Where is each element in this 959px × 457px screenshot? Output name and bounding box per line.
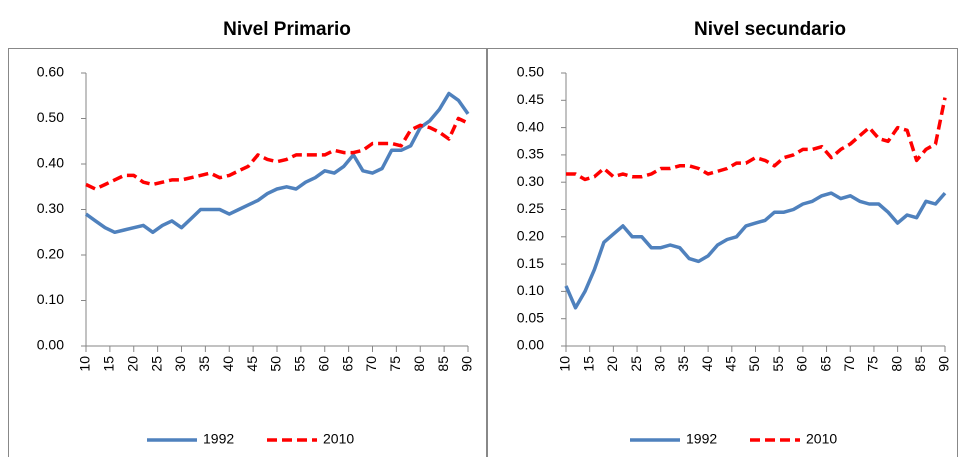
y-tick-label: 0.30 [37,200,64,216]
x-tick-label: 70 [363,356,379,372]
series-line [84,91,470,235]
x-tick-label: 65 [817,356,833,372]
legend-label: 1992 [686,431,717,447]
x-tick-label: 30 [172,356,188,372]
chart-title: Nivel Primario [223,19,351,40]
y-tick-label: 0.25 [517,200,544,216]
series-line [564,191,947,310]
x-tick-label: 55 [770,356,786,372]
x-tick-label: 90 [459,356,475,372]
y-tick-label: 0.40 [37,155,64,171]
y-tick-label: 0.30 [517,173,544,189]
x-tick-label: 50 [746,356,762,372]
chart-title: Nivel secundario [694,19,846,40]
x-tick-label: 40 [699,356,715,372]
legend-label: 2010 [806,431,837,447]
y-tick-label: 0.20 [517,228,544,244]
x-tick-label: 75 [387,356,403,372]
y-tick-label: 0.20 [37,246,64,262]
legend-label: 1992 [203,431,234,447]
y-tick-label: 0.10 [517,282,544,298]
x-tick-label: 60 [794,356,810,372]
x-tick-label: 80 [411,356,427,372]
x-tick-label: 70 [841,356,857,372]
x-tick-label: 85 [912,356,928,372]
right-panel [487,48,958,457]
x-tick-label: 20 [124,356,140,372]
x-tick-label: 15 [101,356,117,372]
y-tick-label: 0.50 [517,64,544,80]
series-line [85,116,469,191]
x-tick-label: 80 [888,356,904,372]
x-tick-label: 25 [148,356,164,372]
legend-label: 2010 [323,431,354,447]
y-tick-label: 0.15 [517,255,544,271]
x-tick-label: 30 [651,356,667,372]
x-tick-label: 15 [580,356,596,372]
x-tick-label: 10 [557,356,573,372]
x-tick-label: 45 [723,356,739,372]
x-tick-label: 65 [339,356,355,372]
x-tick-label: 50 [268,356,284,372]
x-tick-label: 55 [292,356,308,372]
x-tick-label: 85 [435,356,451,372]
y-tick-label: 0.50 [37,109,64,125]
y-tick-label: 0.60 [37,64,64,80]
x-tick-label: 90 [936,356,952,372]
x-tick-label: 45 [244,356,260,372]
x-tick-label: 40 [220,356,236,372]
x-tick-label: 10 [77,356,93,372]
left-panel [8,48,487,457]
x-tick-label: 25 [628,356,644,372]
y-tick-label: 0.45 [517,91,544,107]
x-tick-label: 75 [865,356,881,372]
x-tick-label: 20 [604,356,620,372]
y-tick-label: 0.05 [517,309,544,325]
y-tick-label: 0.40 [517,118,544,134]
x-tick-label: 60 [315,356,331,372]
y-tick-label: 0.35 [517,146,544,162]
x-tick-label: 35 [675,356,691,372]
x-tick-label: 35 [196,356,212,372]
series-line [566,97,947,182]
y-tick-label: 0.00 [37,337,64,353]
y-tick-label: 0.00 [517,337,544,353]
y-tick-label: 0.10 [37,291,64,307]
